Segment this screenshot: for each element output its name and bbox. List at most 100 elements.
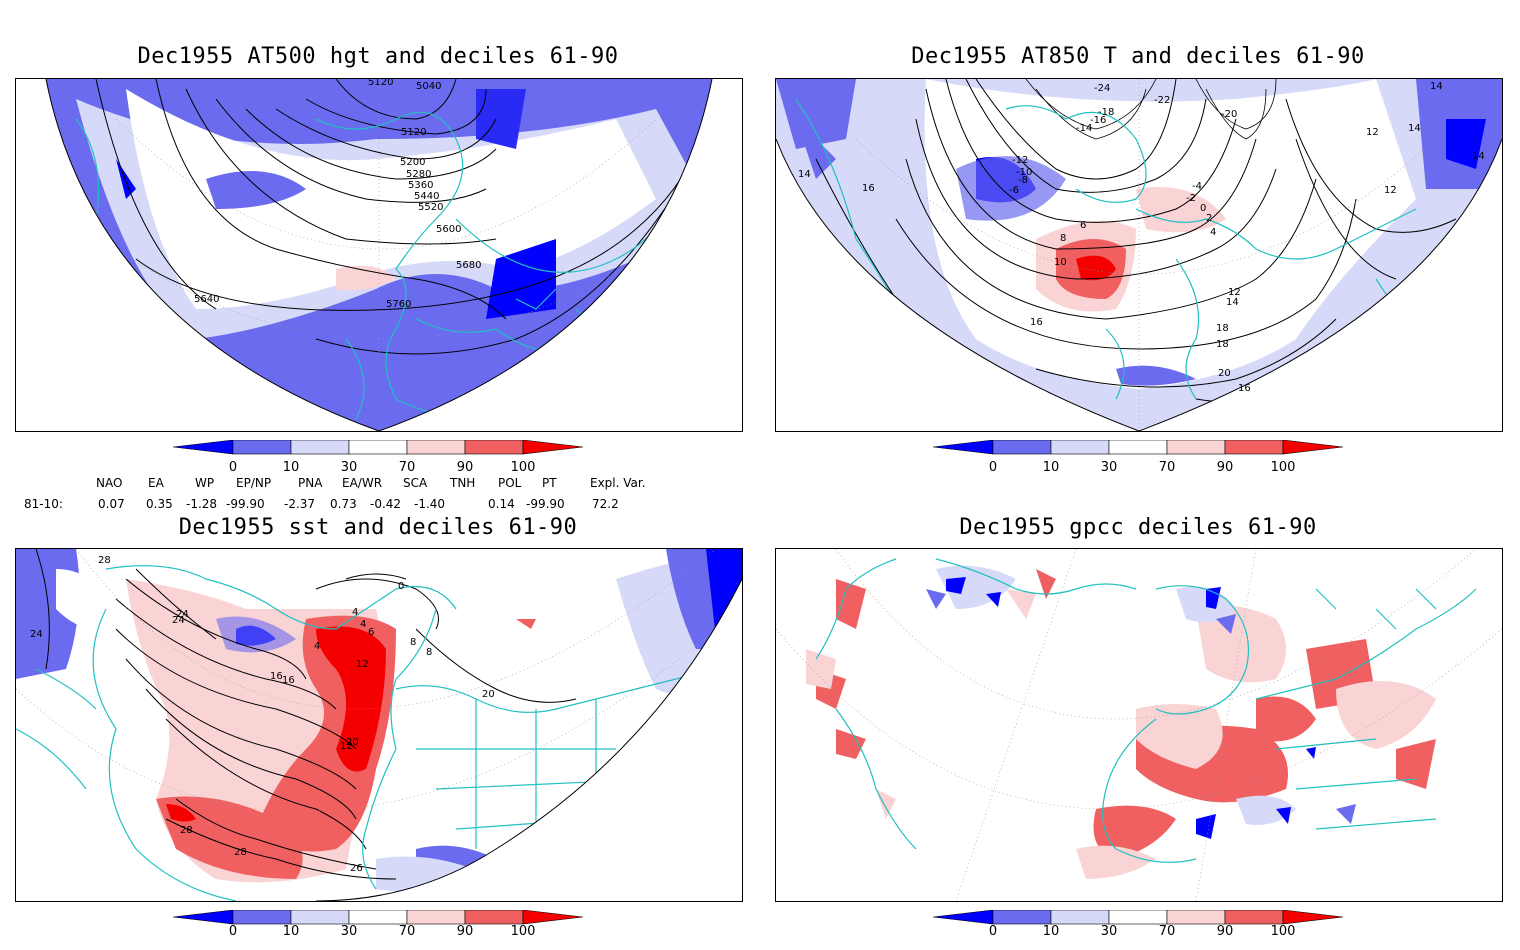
contour-label: 0 xyxy=(398,581,404,592)
contour-label: 24 xyxy=(172,615,185,626)
contour-label: -2 xyxy=(1186,193,1196,204)
panel-title-at850: Dec1955 AT850 T and deciles 61-90 xyxy=(911,44,1365,69)
contour-label: 5040 xyxy=(416,81,441,92)
colorbar-label: 100 xyxy=(1270,460,1296,475)
index-header: PT xyxy=(542,476,557,490)
colorbar-swatches xyxy=(172,909,584,925)
colorbar-swatches xyxy=(932,439,1344,455)
colorbar-label: 0 xyxy=(988,460,998,475)
contour-label: -16 xyxy=(1090,115,1106,126)
contour-label: 14 xyxy=(1472,151,1485,162)
at850-map: -24 -22 -20 -18 -16 -14 -12 -10 -8 -6 -4… xyxy=(776,79,1502,431)
index-value: -1.40 xyxy=(414,497,446,511)
at500-map: 5120 5040 5120 5200 5280 5360 5440 5520 … xyxy=(45,79,713,431)
colorbar-label: 90 xyxy=(1216,460,1234,475)
contour-label: 16 xyxy=(1030,317,1043,328)
index-header: SCA xyxy=(403,476,428,490)
contour-label: 16 xyxy=(862,183,875,194)
contour-label: 4 xyxy=(360,619,366,630)
contour-label: 5120 xyxy=(368,79,393,88)
contour-label: 14 xyxy=(1430,81,1443,92)
index-value: 72.2 xyxy=(592,497,619,511)
contour-label: 5440 xyxy=(414,191,439,202)
contour-label: 5760 xyxy=(386,299,411,310)
colorbar-label: 0 xyxy=(988,924,998,939)
contour-label: -24 xyxy=(1094,83,1110,94)
index-value: 0.73 xyxy=(330,497,357,511)
contour-label: 14 xyxy=(798,169,811,180)
contour-label: -10 xyxy=(1016,167,1032,178)
sst-contour-labels: 28 24 24 20 16 12 8 4 4 0 4 6 8 12 16 20… xyxy=(30,555,495,874)
index-value: -2.37 xyxy=(284,497,316,511)
contour-label: -20 xyxy=(1221,109,1237,120)
indices-values: 81-10: 0.07 0.35 -1.28 -99.90 -2.37 0.73… xyxy=(0,497,700,513)
colorbar-label: 10 xyxy=(282,460,300,475)
gpcc-map xyxy=(776,549,1502,901)
colorbar-swatches xyxy=(932,909,1344,925)
index-value: -1.28 xyxy=(186,497,218,511)
contour-label: 6 xyxy=(1080,220,1086,231)
index-header: Expl. Var. xyxy=(590,476,646,490)
contour-label: 28 xyxy=(234,847,247,858)
map-panel-at500: 5120 5040 5120 5200 5280 5360 5440 5520 … xyxy=(15,78,743,432)
contour-label: 4 xyxy=(1210,227,1216,238)
contour-label: 5360 xyxy=(408,180,433,191)
contour-label: -14 xyxy=(1076,123,1092,134)
colorbar-label: 70 xyxy=(398,924,416,939)
contour-label: -4 xyxy=(1192,181,1202,192)
index-value: 0.35 xyxy=(146,497,173,511)
contour-label: 24 xyxy=(176,609,189,620)
map-panel-sst: 28 24 24 20 16 12 8 4 4 0 4 6 8 12 16 20… xyxy=(15,548,743,902)
contour-label: 12 xyxy=(1366,127,1379,138)
contour-label: 5640 xyxy=(194,294,219,305)
contour-label: 12 xyxy=(1228,287,1241,298)
indices-header: NAO EA WP EP/NP PNA EA/WR SCA TNH POL PT… xyxy=(0,476,700,492)
colorbar-label: 70 xyxy=(1158,924,1176,939)
contour-label: 0 xyxy=(1200,203,1206,214)
colorbar-label: 30 xyxy=(340,924,358,939)
contour-label: 20 xyxy=(1218,368,1231,379)
panel-title-sst: Dec1955 sst and deciles 61-90 xyxy=(178,515,578,540)
colorbar-label: 90 xyxy=(456,924,474,939)
contour-label: 28 xyxy=(180,825,193,836)
colorbar-label: 70 xyxy=(398,460,416,475)
contour-label: 26 xyxy=(350,863,363,874)
colorbar-label: 100 xyxy=(1270,924,1296,939)
colorbar-label: 70 xyxy=(1158,460,1176,475)
colorbar-bottom-left: 0 10 30 70 90 100 xyxy=(172,909,593,950)
colorbar-label: 0 xyxy=(228,924,238,939)
colorbar-label: 10 xyxy=(1042,460,1060,475)
colorbar-label: 100 xyxy=(510,924,536,939)
sst-map: 28 24 24 20 16 12 8 4 4 0 4 6 8 12 16 20… xyxy=(16,549,742,901)
index-value: -99.90 xyxy=(526,497,565,511)
colorbar-top-right: 0 10 30 70 90 100 xyxy=(932,439,1353,480)
colorbar-label: 30 xyxy=(1100,924,1118,939)
colorbar-swatches xyxy=(172,439,584,455)
contour-label: -6 xyxy=(1009,185,1019,196)
contour-label: 5200 xyxy=(400,157,425,168)
contour-label: 18 xyxy=(1216,339,1229,350)
index-header: EP/NP xyxy=(236,476,272,490)
contour-label: 28 xyxy=(98,555,111,566)
index-value: -99.90 xyxy=(226,497,265,511)
colorbar-label: 0 xyxy=(228,460,238,475)
contour-label: 12 xyxy=(340,741,353,752)
contour-label: 5600 xyxy=(436,224,461,235)
index-header: PNA xyxy=(298,476,323,490)
contour-label: 14 xyxy=(1226,297,1239,308)
contour-label: 6 xyxy=(368,627,374,638)
index-header: NAO xyxy=(96,476,123,490)
at500-contour-labels: 5120 5040 5120 5200 5280 5360 5440 5520 … xyxy=(194,79,481,310)
contour-label: -8 xyxy=(1018,175,1028,186)
contour-label: 20 xyxy=(346,737,359,748)
contour-label: 16 xyxy=(282,675,295,686)
contour-label: -22 xyxy=(1154,95,1170,106)
contour-label: 5680 xyxy=(456,260,481,271)
contour-label: 5120 xyxy=(401,127,426,138)
index-header: EA/WR xyxy=(342,476,383,490)
contour-label: 5280 xyxy=(406,169,431,180)
contour-label: 8 xyxy=(1060,233,1066,244)
at850-contour-labels: -24 -22 -20 -18 -16 -14 -12 -10 -8 -6 -4… xyxy=(798,81,1485,394)
contour-label: 4 xyxy=(352,607,358,618)
colorbar-label: 90 xyxy=(1216,924,1234,939)
